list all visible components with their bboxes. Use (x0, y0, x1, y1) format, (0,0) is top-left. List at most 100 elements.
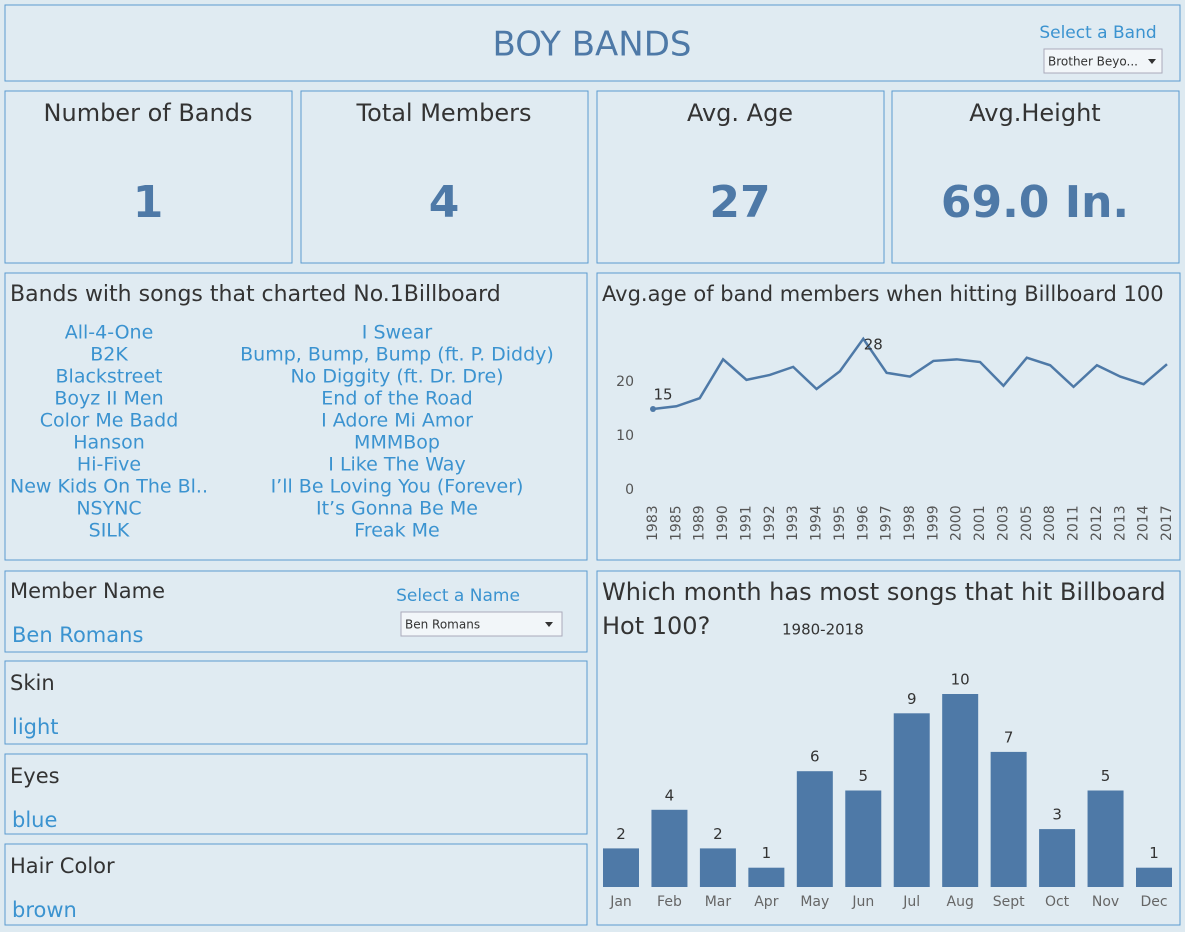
band-item: Hanson (73, 432, 145, 454)
y-tick-label: 10 (616, 428, 634, 444)
kpi-value: 1 (133, 177, 164, 228)
x-tick-label: 2008 (1042, 505, 1058, 541)
x-tick-label: Jun (851, 894, 874, 910)
x-tick-label: 2012 (1089, 505, 1105, 541)
kpi-panel (300, 90, 589, 264)
data-label: 28 (864, 335, 883, 353)
bar-panel (596, 570, 1181, 926)
band-item: Boyz II Men (54, 388, 163, 410)
line-panel (596, 272, 1181, 561)
chart-title: Which month has most songs that hit Bill… (602, 578, 1166, 606)
x-tick-label: 2017 (1159, 505, 1175, 541)
x-tick-label: 1999 (925, 505, 941, 541)
kpi-label: Avg. Age (687, 99, 793, 127)
kpi-label: Number of Bands (44, 99, 253, 127)
member-name: Ben Romans (12, 623, 143, 647)
band-item: SILK (89, 520, 130, 542)
name-select-label: Select a Name (396, 586, 520, 606)
song-item: I Like The Way (328, 454, 465, 476)
kpi-value: 69.0 In. (941, 177, 1129, 228)
song-item: It’s Gonna Be Me (316, 498, 478, 520)
x-tick-label: 1995 (832, 505, 848, 541)
data-label: 9 (907, 690, 917, 708)
bar (845, 790, 882, 887)
x-tick-label: Dec (1140, 894, 1167, 910)
song-item: No Diggity (ft. Dr. Dre) (290, 366, 503, 388)
data-label: 3 (1052, 806, 1062, 824)
song-item: MMMBop (354, 432, 440, 454)
x-tick-label: 2005 (1019, 505, 1035, 541)
x-tick-label: 1985 (668, 505, 684, 541)
bar (1087, 790, 1124, 887)
kpi-label: Avg.Height (969, 99, 1100, 127)
point (650, 406, 656, 412)
attribute-label: Skin (10, 671, 55, 695)
song-item: I Adore Mi Amor (321, 410, 473, 432)
x-tick-label: Sept (993, 894, 1025, 910)
x-tick-label: 1991 (738, 505, 754, 541)
bar (748, 867, 785, 887)
data-label: 15 (653, 386, 672, 404)
bar (796, 771, 833, 887)
data-label: 1 (1149, 844, 1159, 862)
x-tick-label: 2000 (949, 505, 965, 541)
line (652, 336, 1168, 411)
x-tick-label: 1996 (855, 505, 871, 541)
kpi-value: 27 (709, 177, 770, 228)
x-tick-label: 2013 (1112, 505, 1128, 541)
attribute-label: Eyes (10, 764, 60, 788)
data-label: 4 (665, 786, 675, 804)
bar (699, 848, 736, 887)
x-tick-label: Apr (754, 894, 778, 910)
band-item: Color Me Badd (40, 410, 179, 432)
kpi-panel (891, 90, 1180, 264)
x-tick-label: 1989 (692, 505, 708, 541)
kpi-label: Total Members (356, 99, 532, 127)
bar (942, 694, 979, 887)
x-tick-label: Nov (1092, 894, 1119, 910)
x-tick-label: 1993 (785, 505, 801, 541)
kpi-panel (596, 90, 885, 264)
y-tick-label: 20 (616, 374, 634, 390)
x-tick-label: Feb (657, 894, 682, 910)
name-dropdown[interactable]: Ben Romans (400, 611, 563, 637)
dropdown-value[interactable]: Brother Beyo... (1048, 55, 1138, 69)
kpi-value: 4 (429, 177, 460, 228)
band-item: NSYNC (76, 498, 141, 520)
bar (1039, 829, 1076, 887)
x-tick-label: 2001 (972, 505, 988, 541)
song-item: Bump, Bump, Bump (ft. P. Diddy) (240, 344, 554, 366)
band-item: New Kids On The Bl.. (10, 476, 208, 498)
bar (893, 713, 930, 887)
band-item: Hi-Five (77, 454, 141, 476)
x-tick-label: Jul (902, 894, 920, 910)
bands-panel (4, 272, 588, 561)
x-tick-label: 1990 (715, 505, 731, 541)
attribute-label: Hair Color (10, 854, 115, 878)
band-dropdown[interactable]: Brother Beyo... (1043, 48, 1163, 74)
x-tick-label: 1992 (762, 505, 778, 541)
x-tick-label: Mar (705, 894, 732, 910)
bar (990, 751, 1027, 887)
band-item: B2K (90, 344, 128, 366)
dropdown-value[interactable]: Ben Romans (405, 618, 480, 632)
data-label: 2 (616, 825, 626, 843)
y-tick-label: 0 (625, 482, 634, 498)
song-item: Freak Me (354, 520, 439, 542)
dropdown-arrow[interactable] (545, 622, 553, 627)
attribute-value: light (12, 715, 59, 739)
chart-subtitle: 1980-2018 (782, 621, 864, 639)
x-tick-label: Jan (609, 894, 632, 910)
x-tick-label: 2011 (1066, 505, 1082, 541)
dropdown-box[interactable] (1043, 48, 1163, 74)
data-label: 10 (951, 671, 970, 689)
bar (1136, 867, 1172, 887)
chart-title: Avg.age of band members when hitting Bil… (602, 282, 1164, 306)
dropdown-box[interactable] (400, 611, 563, 637)
dropdown-arrow[interactable] (1148, 59, 1156, 64)
bar (651, 809, 688, 887)
attribute-panel (4, 753, 588, 835)
header-panel (4, 4, 1181, 82)
attribute-panel (4, 660, 588, 745)
